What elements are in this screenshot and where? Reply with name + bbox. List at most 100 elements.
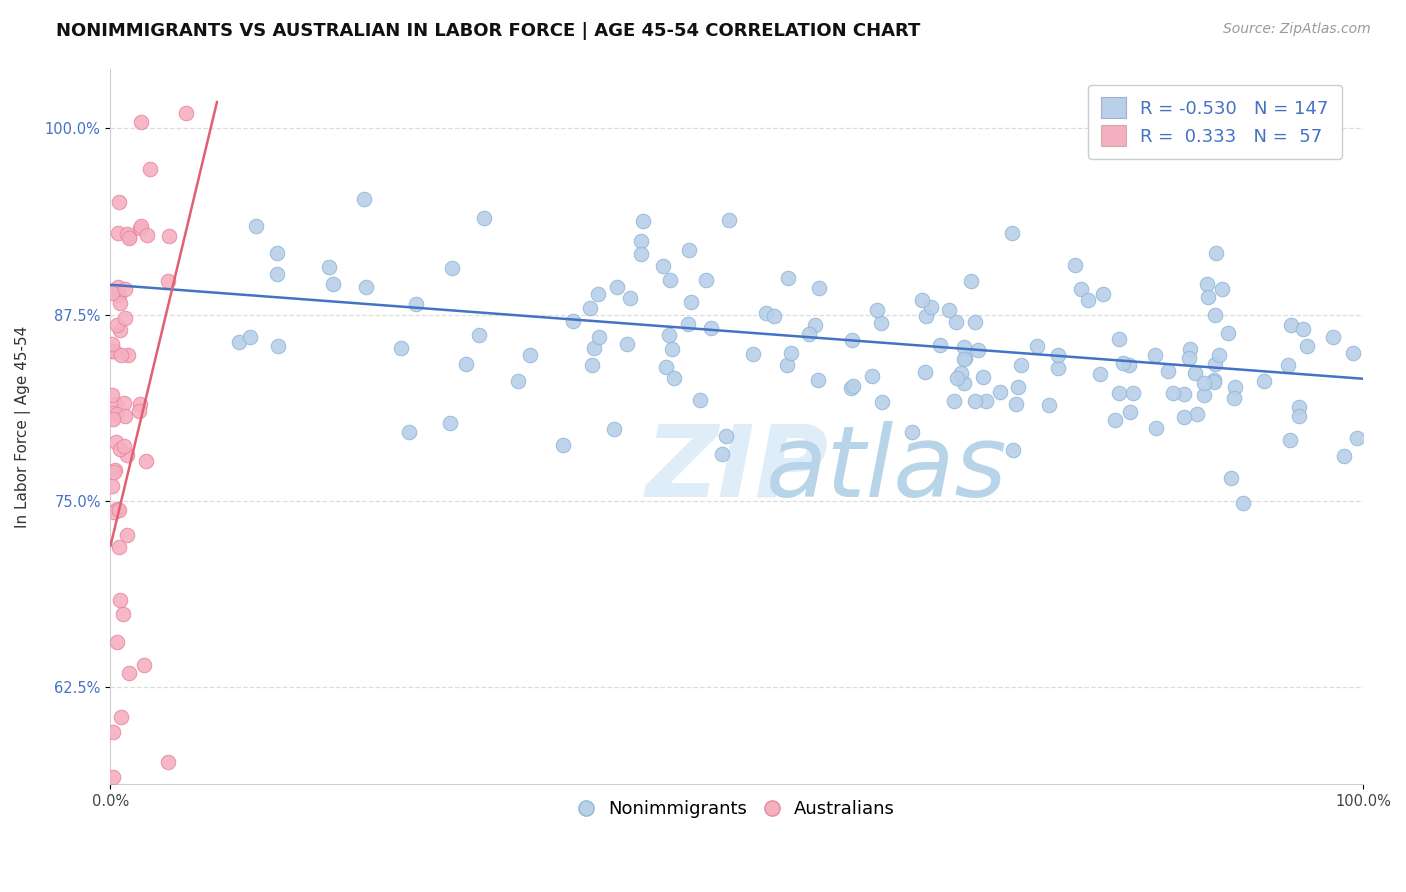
- Point: [318, 260, 340, 275]
- Point: [100, 286, 122, 301]
- Point: [107, 280, 129, 294]
- Point: [110, 710, 132, 724]
- Point: [1208, 348, 1230, 362]
- Point: [176, 106, 198, 120]
- Point: [118, 665, 141, 680]
- Point: [1279, 318, 1302, 333]
- Point: [103, 343, 125, 358]
- Point: [841, 333, 863, 347]
- Point: [135, 454, 157, 468]
- Point: [1277, 359, 1299, 373]
- Point: [797, 327, 820, 342]
- Point: [353, 192, 375, 206]
- Point: [105, 318, 128, 333]
- Point: [562, 313, 585, 327]
- Point: [695, 273, 717, 287]
- Point: [1111, 356, 1133, 370]
- Text: Source: ZipAtlas.com: Source: ZipAtlas.com: [1223, 22, 1371, 37]
- Point: [915, 309, 938, 323]
- Point: [1253, 374, 1275, 388]
- Point: [942, 394, 965, 409]
- Point: [965, 315, 987, 329]
- Point: [108, 288, 131, 302]
- Point: [953, 351, 976, 365]
- Point: [664, 370, 686, 384]
- Point: [129, 115, 152, 129]
- Point: [1046, 348, 1069, 362]
- Point: [157, 229, 180, 244]
- Point: [1197, 290, 1219, 304]
- Point: [1211, 282, 1233, 296]
- Point: [631, 214, 654, 228]
- Point: [763, 310, 786, 324]
- Point: [1161, 386, 1184, 401]
- Point: [101, 770, 124, 784]
- Point: [1104, 413, 1126, 427]
- Point: [1178, 342, 1201, 356]
- Point: [1038, 398, 1060, 412]
- Point: [354, 280, 377, 294]
- Point: [114, 409, 136, 423]
- Point: [1202, 373, 1225, 387]
- Point: [901, 425, 924, 439]
- Point: [1118, 358, 1140, 372]
- Point: [108, 323, 131, 337]
- Point: [1001, 226, 1024, 240]
- Point: [1185, 408, 1208, 422]
- Point: [1322, 329, 1344, 343]
- Point: [1288, 400, 1310, 414]
- Point: [1222, 391, 1244, 405]
- Point: [839, 381, 862, 395]
- Point: [870, 395, 893, 409]
- Point: [841, 379, 863, 393]
- Point: [658, 327, 681, 342]
- Point: [156, 274, 179, 288]
- Point: [920, 300, 942, 314]
- Point: [616, 336, 638, 351]
- Point: [714, 429, 737, 443]
- Point: [519, 348, 541, 362]
- Point: [1204, 375, 1226, 389]
- Point: [659, 272, 682, 286]
- Point: [778, 270, 800, 285]
- Point: [1173, 387, 1195, 401]
- Point: [129, 397, 152, 411]
- Point: [110, 296, 132, 310]
- Point: [804, 318, 827, 333]
- Point: [949, 366, 972, 380]
- Point: [742, 347, 765, 361]
- Point: [1232, 496, 1254, 510]
- Point: [115, 227, 138, 242]
- Point: [103, 466, 125, 480]
- Point: [952, 340, 974, 354]
- Point: [651, 259, 673, 273]
- Point: [267, 339, 290, 353]
- Point: [100, 388, 122, 402]
- Point: [441, 260, 464, 275]
- Point: [678, 243, 700, 257]
- Point: [938, 302, 960, 317]
- Y-axis label: In Labor Force | Age 45-54: In Labor Force | Age 45-54: [15, 326, 31, 527]
- Point: [101, 406, 124, 420]
- Point: [860, 369, 883, 384]
- Point: [112, 396, 135, 410]
- Point: [988, 385, 1011, 400]
- Point: [100, 343, 122, 358]
- Point: [136, 227, 159, 242]
- Point: [681, 295, 703, 310]
- Point: [1010, 358, 1032, 372]
- Point: [1194, 376, 1216, 390]
- Point: [1178, 351, 1201, 366]
- Point: [967, 343, 990, 357]
- Point: [104, 463, 127, 477]
- Point: [1205, 246, 1227, 260]
- Point: [779, 346, 801, 360]
- Point: [110, 442, 132, 456]
- Point: [588, 330, 610, 344]
- Point: [132, 658, 155, 673]
- Point: [953, 351, 976, 366]
- Point: [118, 231, 141, 245]
- Text: ZIP: ZIP: [645, 421, 828, 518]
- Point: [689, 392, 711, 407]
- Point: [117, 528, 139, 542]
